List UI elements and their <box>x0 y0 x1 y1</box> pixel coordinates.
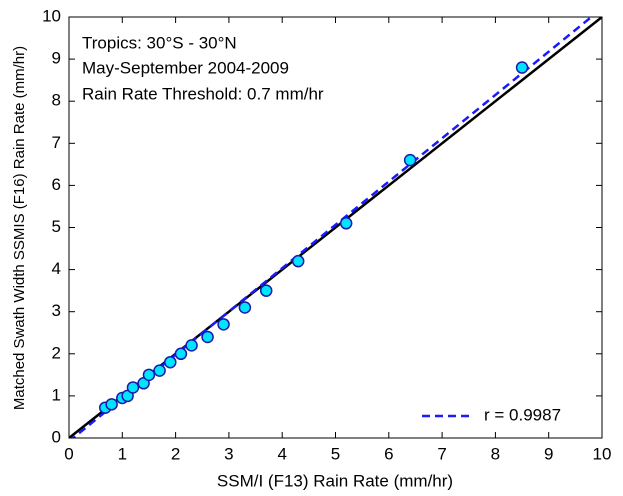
y-tick-label: 3 <box>52 301 61 320</box>
x-tick-label: 0 <box>64 444 73 463</box>
point <box>185 339 198 352</box>
y-tick-label: 1 <box>52 385 61 404</box>
plot-frame <box>68 16 603 439</box>
point <box>339 217 353 230</box>
point <box>291 254 305 268</box>
x-tick-label: 8 <box>491 444 500 463</box>
point <box>153 364 166 377</box>
point <box>201 330 214 344</box>
x-tick-label: 9 <box>544 444 553 463</box>
x-tick-label: 2 <box>171 444 180 463</box>
point <box>217 318 230 331</box>
x-tick-label: 7 <box>437 444 446 463</box>
legend-label: r = 0.9987 <box>484 405 561 424</box>
point <box>164 355 177 369</box>
point <box>238 301 252 314</box>
y-tick-label: 5 <box>52 217 61 236</box>
line <box>71 17 593 438</box>
point <box>174 347 188 361</box>
point <box>259 284 273 297</box>
x-tick-label: 3 <box>224 444 233 463</box>
x-axis-label: SSM/I (F13) Rain Rate (mm/hr) <box>217 471 453 490</box>
annotation: Rain Rate Threshold: 0.7 mm/hr <box>82 84 324 103</box>
point <box>142 368 156 382</box>
y-tick-label: 4 <box>52 259 61 278</box>
y-tick-label: 9 <box>52 49 61 68</box>
x-tick-label: 5 <box>331 444 340 463</box>
annotation: May-September 2004-2009 <box>82 58 289 77</box>
point <box>403 153 417 167</box>
x-tick-label: 4 <box>277 444 286 463</box>
x-tick-label: 6 <box>384 444 393 463</box>
y-axis-label: Matched Swath Width SSMIS (F16) Rain Rat… <box>11 46 28 410</box>
y-tick-label: 6 <box>52 175 61 194</box>
x-tick-label: 1 <box>118 444 127 463</box>
y-tick-label: 2 <box>52 343 61 362</box>
annotation: Tropics: 30°S - 30°N <box>82 33 237 52</box>
point <box>126 381 140 394</box>
point <box>515 61 529 74</box>
y-tick-label: 8 <box>52 91 61 110</box>
x-tick-label: 10 <box>593 444 612 463</box>
y-tick-label: 7 <box>52 133 61 152</box>
point <box>105 398 118 411</box>
y-tick-label: 0 <box>52 427 61 446</box>
y-tick-label: 10 <box>42 6 61 25</box>
